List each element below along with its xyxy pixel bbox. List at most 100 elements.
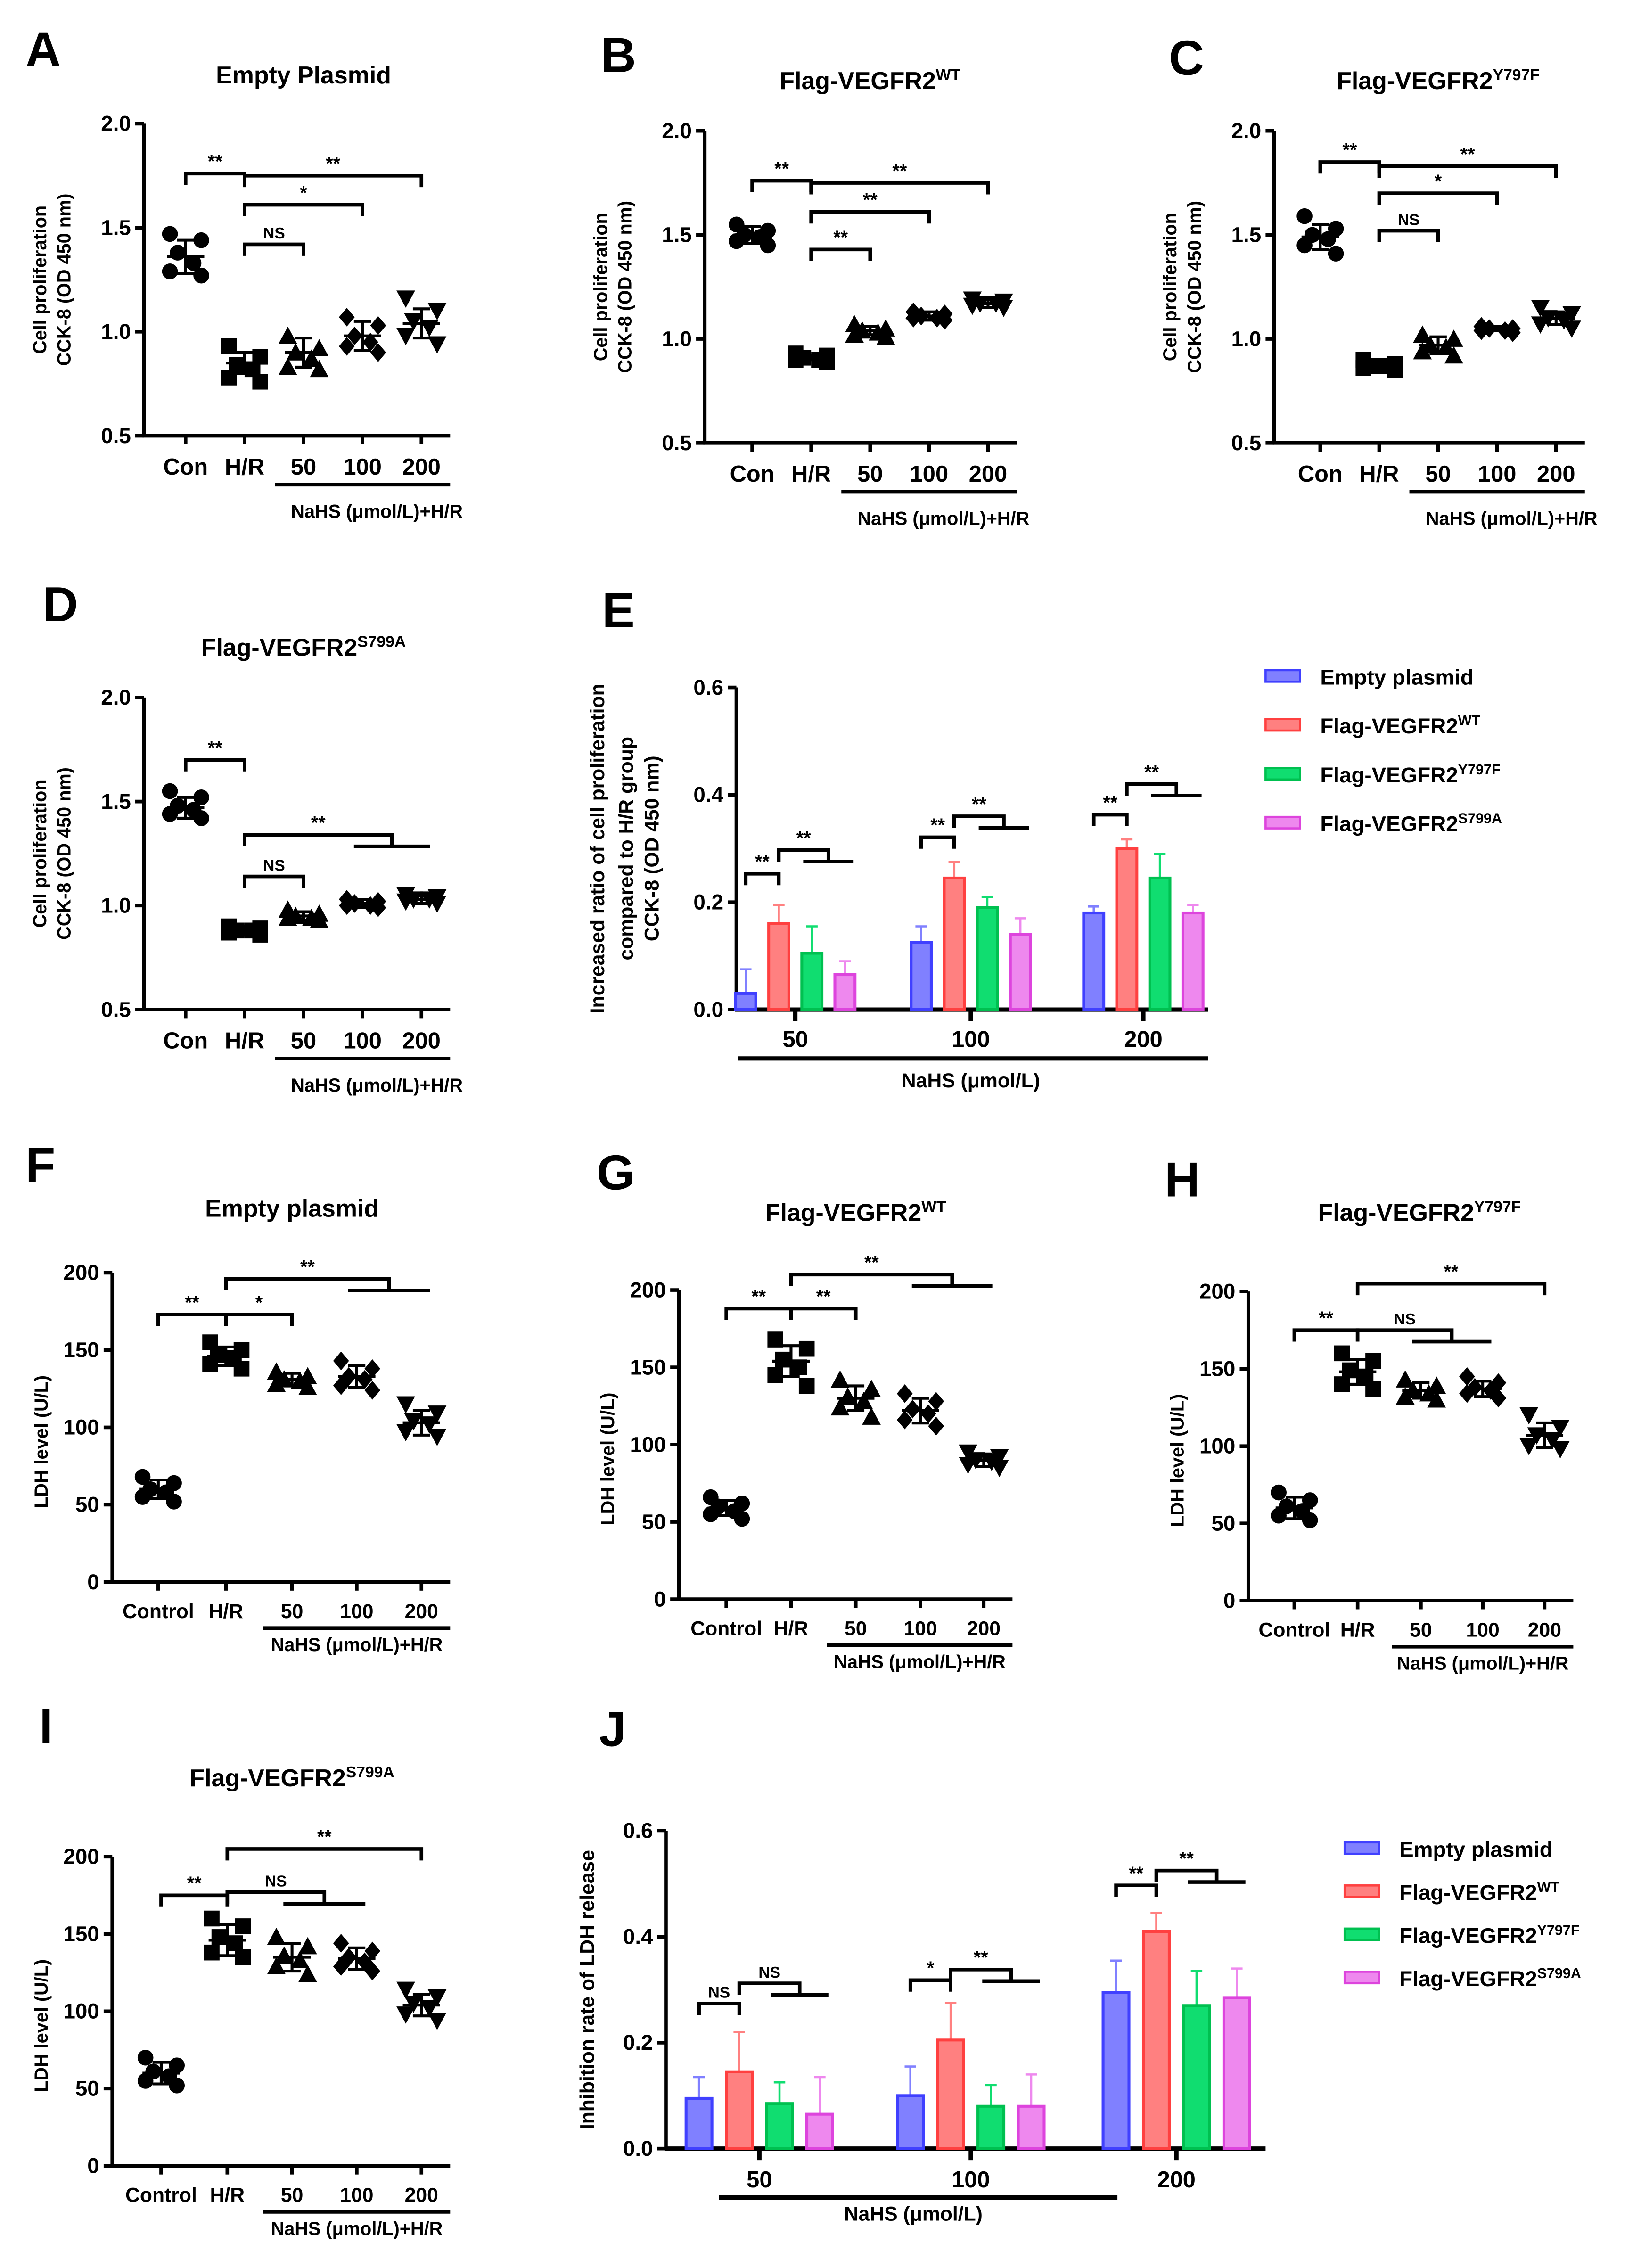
data-point xyxy=(1562,320,1581,338)
significance-label: ** xyxy=(751,1286,766,1307)
bar-100-3 xyxy=(1009,917,1032,1011)
data-point xyxy=(137,2073,154,2089)
significance-label: ** xyxy=(1460,144,1475,165)
y-tick-label: 1.0 xyxy=(101,320,131,344)
significance-bracket xyxy=(156,1313,228,1326)
x-group-label: NaHS (μmol/L)+H/R xyxy=(834,1652,1006,1673)
data-point xyxy=(427,1429,447,1446)
data-point xyxy=(1551,1420,1570,1437)
data-point xyxy=(310,911,329,929)
bar-200-1 xyxy=(1141,1912,1171,2150)
significance-label: ** xyxy=(816,1286,831,1307)
data-point xyxy=(298,1964,317,1982)
legend-label-text: Flag-VEGFR2 xyxy=(1320,812,1458,836)
x-tick-label: Con xyxy=(1298,461,1343,487)
data-point xyxy=(370,343,386,362)
data-point xyxy=(1342,1362,1358,1379)
annotation: ** xyxy=(789,1286,858,1320)
y-axis-label: Cell proliferation xyxy=(30,779,50,928)
significance-label: ** xyxy=(972,794,986,815)
legend-swatch xyxy=(1343,1971,1380,1985)
group-50 xyxy=(267,1362,317,1395)
x-tick-label: 200 xyxy=(1157,2167,1195,2193)
bar-200-2 xyxy=(1148,853,1172,1011)
annotation: ** xyxy=(1125,762,1202,797)
chart-title-superscript: WT xyxy=(921,1198,946,1216)
x-tick-label: Control xyxy=(125,2184,197,2207)
annotation: ** xyxy=(243,813,430,848)
chart-title: Flag-VEGFR2WT xyxy=(765,1198,946,1226)
data-point xyxy=(897,1410,913,1430)
bar-200-0 xyxy=(1082,905,1106,1011)
data-point xyxy=(221,924,237,941)
significance-bracket xyxy=(224,1313,294,1326)
bar xyxy=(800,952,824,1011)
annotation: ** xyxy=(1377,144,1558,178)
chart-title-superscript: S799A xyxy=(357,633,406,650)
y-tick-label: 50 xyxy=(75,1493,99,1517)
y-tick-label: 200 xyxy=(63,1845,99,1869)
data-point xyxy=(876,327,895,345)
group-200 xyxy=(959,1444,1009,1478)
data-point xyxy=(928,1392,944,1411)
legend-item: Flag-VEGFR2Y797F xyxy=(1343,1922,1579,1948)
y-tick-label: 2.0 xyxy=(662,119,692,143)
y-tick-label: 1.5 xyxy=(101,215,131,239)
y-axis-label: Inhibition rate of LDH release xyxy=(576,1850,599,2129)
data-point xyxy=(427,1989,447,2007)
panel-letter: E xyxy=(602,583,635,637)
significance-bracket xyxy=(789,1273,954,1286)
significance-label: ** xyxy=(863,190,878,211)
data-point xyxy=(204,1944,220,1961)
data-point xyxy=(302,349,321,367)
group-200 xyxy=(396,290,447,354)
data-point xyxy=(920,1404,936,1423)
data-point xyxy=(963,297,982,315)
data-point xyxy=(333,1351,349,1371)
annotation: ** xyxy=(224,1257,430,1292)
data-point xyxy=(904,1399,921,1419)
bar-100-2 xyxy=(976,896,999,1011)
legend-item: Flag-VEGFR2S799A xyxy=(1264,811,1502,836)
bar xyxy=(1115,847,1139,1011)
bar xyxy=(1222,1996,1251,2150)
significance-bracket xyxy=(919,835,956,849)
legend-label-text: Flag-VEGFR2 xyxy=(1320,763,1458,787)
annotation: * xyxy=(908,1958,952,1992)
annotation: ** xyxy=(225,1827,424,1861)
significance-bracket xyxy=(1377,191,1499,205)
legend-label: Flag-VEGFR2WT xyxy=(1320,713,1480,738)
significance-label: ** xyxy=(833,227,848,248)
y-tick-label: 100 xyxy=(63,1415,99,1439)
significance-label: ** xyxy=(755,852,770,872)
annotation: NS xyxy=(697,1984,741,2015)
bar xyxy=(734,992,757,1011)
group-Control xyxy=(703,1489,750,1527)
y-axis-label: CCK-8 (OD 450 nm) xyxy=(54,194,75,366)
group-HR xyxy=(221,918,268,943)
chart-title: Flag-VEGFR2Y797F xyxy=(1318,1198,1521,1226)
significance-label: NS xyxy=(265,1873,287,1890)
data-point xyxy=(396,893,415,911)
annotation: ** xyxy=(724,1286,793,1320)
data-point xyxy=(1519,1438,1538,1455)
y-tick-label: 0.0 xyxy=(623,2137,653,2161)
data-point xyxy=(928,1416,944,1436)
significance-label: * xyxy=(1435,171,1442,192)
data-point xyxy=(1302,1512,1318,1528)
legend-swatch xyxy=(1343,1927,1380,1941)
legend-swatch xyxy=(1264,669,1301,683)
x-tick-label: 50 xyxy=(281,1600,304,1623)
chart-title-superscript: Y797F xyxy=(1493,66,1540,84)
bar xyxy=(725,2070,754,2150)
x-tick-label: 100 xyxy=(343,1028,381,1053)
x-tick-label: 50 xyxy=(291,454,316,480)
chart-title-text: Flag-VEGFR2 xyxy=(779,67,935,94)
data-point xyxy=(775,1351,791,1368)
panel-A: A 0.5 1.0 1.5 2.0 Empty Plasmid Cell prolifera… xyxy=(25,22,463,522)
y-tick-label: 1.5 xyxy=(662,223,692,247)
data-point xyxy=(233,1361,250,1377)
legend-item: Flag-VEGFR2WT xyxy=(1343,1879,1559,1905)
bar xyxy=(896,2094,925,2150)
group-100 xyxy=(1473,317,1521,342)
